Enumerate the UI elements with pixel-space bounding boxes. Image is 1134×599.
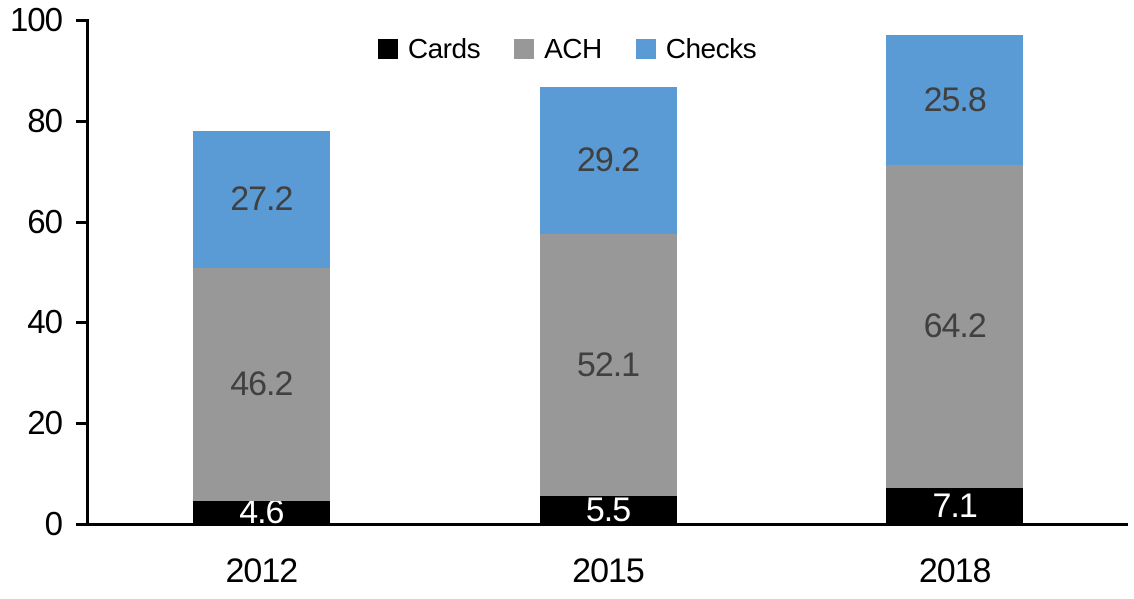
data-label: 7.1 xyxy=(932,487,978,526)
bar-segment: 52.1 xyxy=(539,233,677,497)
y-axis xyxy=(86,19,89,526)
bar-segment: 27.2 xyxy=(192,130,330,268)
bar-segment: 4.6 xyxy=(192,495,330,529)
legend-label: Checks xyxy=(665,33,757,64)
y-tick-label: 100 xyxy=(9,1,63,38)
legend-label: Cards xyxy=(407,33,481,64)
y-tick-label: 20 xyxy=(27,404,63,442)
data-label: 64.2 xyxy=(923,307,987,346)
bar-segment: 25.8 xyxy=(886,34,1024,165)
legend-swatch xyxy=(514,39,535,59)
y-tick xyxy=(76,523,88,526)
bar-segment: 7.1 xyxy=(886,487,1024,526)
y-tick xyxy=(76,19,88,22)
data-label: 29.2 xyxy=(576,141,640,180)
data-label: 52.1 xyxy=(576,345,640,384)
legend-label: ACH xyxy=(544,33,602,64)
y-tick xyxy=(76,422,88,426)
y-tick-label: 0 xyxy=(44,505,63,542)
legend: Cards ACH Checks xyxy=(0,33,1134,65)
data-label: 46.2 xyxy=(230,365,293,404)
bar-segment: 29.2 xyxy=(539,86,677,234)
x-axis-label: 2018 xyxy=(918,552,992,590)
legend-swatch xyxy=(377,39,398,59)
y-tick xyxy=(76,220,88,224)
y-tick xyxy=(76,119,88,123)
bar-segment: 64.2 xyxy=(886,164,1024,489)
legend-item: Cards xyxy=(377,33,481,65)
bar-segment: 46.2 xyxy=(192,267,330,501)
y-tick xyxy=(76,321,88,325)
legend-item: Checks xyxy=(635,33,757,65)
data-label: 4.6 xyxy=(239,493,284,532)
legend-swatch xyxy=(635,39,656,59)
y-tick-label: 60 xyxy=(27,202,63,240)
data-label: 25.8 xyxy=(923,80,987,119)
bar-segment: 5.5 xyxy=(539,491,677,530)
legend-item: ACH xyxy=(514,33,602,65)
x-axis-label: 2015 xyxy=(572,552,645,590)
y-tick-label: 40 xyxy=(27,303,63,341)
data-label: 27.2 xyxy=(230,180,293,219)
x-axis-label: 2012 xyxy=(225,552,299,590)
data-label: 5.5 xyxy=(585,491,631,530)
y-tick-label: 80 xyxy=(27,101,63,139)
x-axis xyxy=(76,523,1128,526)
